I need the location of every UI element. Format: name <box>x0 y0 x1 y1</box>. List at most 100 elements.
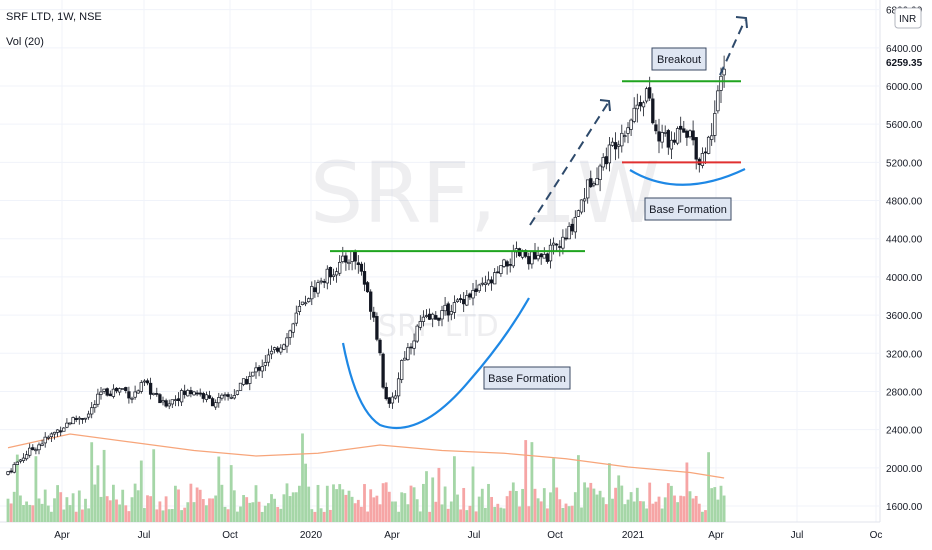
candle <box>716 85 720 114</box>
candle <box>245 376 249 385</box>
candle-body <box>338 261 342 274</box>
candle-body <box>77 417 81 420</box>
y-tick-label: 5200.00 <box>886 158 923 169</box>
annotation-breakout[interactable]: Breakout <box>651 47 707 71</box>
volume-bar <box>223 506 227 522</box>
candle-body <box>710 135 714 140</box>
volume-bar <box>378 504 382 522</box>
candle <box>62 427 66 432</box>
candle-body <box>136 390 140 394</box>
candle-body <box>12 464 16 473</box>
annotation-base-formation-2021[interactable]: Base Formation <box>644 197 732 221</box>
volume-bar <box>344 494 348 522</box>
candle-body <box>393 395 398 399</box>
volume-bar <box>28 504 32 522</box>
volume-bar <box>570 505 574 522</box>
volume-bar <box>338 484 342 522</box>
candle <box>207 390 212 399</box>
projection-arrowhead-2021 <box>735 16 748 29</box>
candle <box>691 120 695 146</box>
candle-body <box>117 388 122 393</box>
volume-bar <box>201 499 205 522</box>
candle <box>396 372 401 403</box>
candle-body <box>170 399 174 405</box>
candle-body <box>238 382 243 391</box>
volume-bar <box>15 454 19 522</box>
candle-body <box>288 330 292 338</box>
candle <box>384 382 388 401</box>
candle <box>65 418 69 429</box>
candle <box>21 453 26 463</box>
candle-body <box>502 259 506 267</box>
candle-body <box>164 400 168 407</box>
candle-body <box>294 312 298 324</box>
candle <box>666 128 670 155</box>
candle-body <box>458 298 463 301</box>
candle <box>210 396 215 407</box>
candle <box>204 391 209 403</box>
candle <box>489 276 494 291</box>
candle <box>424 309 429 319</box>
candle <box>471 282 475 306</box>
candle-body <box>542 254 546 259</box>
volume-bar <box>34 456 38 522</box>
candle-body <box>626 127 630 134</box>
volume-bar <box>183 507 187 522</box>
candle-body <box>623 135 627 137</box>
candle <box>145 378 150 386</box>
y-tick-label: 4800.00 <box>886 197 923 208</box>
candle-body <box>595 178 599 186</box>
volume-bar <box>518 506 521 522</box>
candle-body <box>158 394 162 404</box>
candle <box>24 450 29 461</box>
candle-body <box>412 340 416 349</box>
volume-bar <box>657 496 661 522</box>
candle-body <box>719 75 723 91</box>
volume-bar <box>329 509 332 522</box>
candle <box>458 294 463 303</box>
volume-bar <box>267 503 270 522</box>
candle-body <box>555 243 559 246</box>
volume-bar <box>539 501 543 522</box>
volume-bar <box>152 449 156 522</box>
candle <box>288 329 292 345</box>
candle <box>582 188 587 213</box>
candle-body <box>186 390 190 397</box>
volume-bar <box>635 487 639 522</box>
candle-body <box>235 390 240 395</box>
candle <box>49 432 54 443</box>
candle <box>675 126 680 146</box>
candle-body <box>108 393 112 397</box>
volume-bar <box>530 442 534 522</box>
candle-body <box>573 216 577 233</box>
volume-bar <box>198 489 202 522</box>
candle-body <box>93 404 97 409</box>
annotation-base-formation-2020[interactable]: Base Formation <box>483 366 571 390</box>
currency-badge[interactable]: INR <box>894 7 922 29</box>
volume-bar <box>167 509 171 522</box>
candle <box>685 129 689 146</box>
candle-body <box>635 104 639 110</box>
candle-body <box>480 282 484 285</box>
candle <box>319 277 323 285</box>
volume-bar <box>573 492 577 522</box>
candle-body <box>415 325 419 342</box>
volume-bar <box>50 511 53 522</box>
candle-body <box>269 350 274 355</box>
candle-body <box>620 132 624 147</box>
volume-bar <box>149 496 152 522</box>
volume-bar <box>608 463 611 522</box>
volume-bar <box>232 490 236 522</box>
candle-body <box>90 407 94 415</box>
volume-bar <box>143 508 146 522</box>
volume-bar <box>418 511 422 522</box>
volume-bar <box>586 487 590 522</box>
candle <box>598 163 602 192</box>
candle-body <box>350 251 354 262</box>
candle-body <box>226 394 230 397</box>
volume-bar <box>189 483 193 522</box>
candle <box>651 93 655 125</box>
candle <box>34 447 38 455</box>
candle <box>610 137 615 147</box>
